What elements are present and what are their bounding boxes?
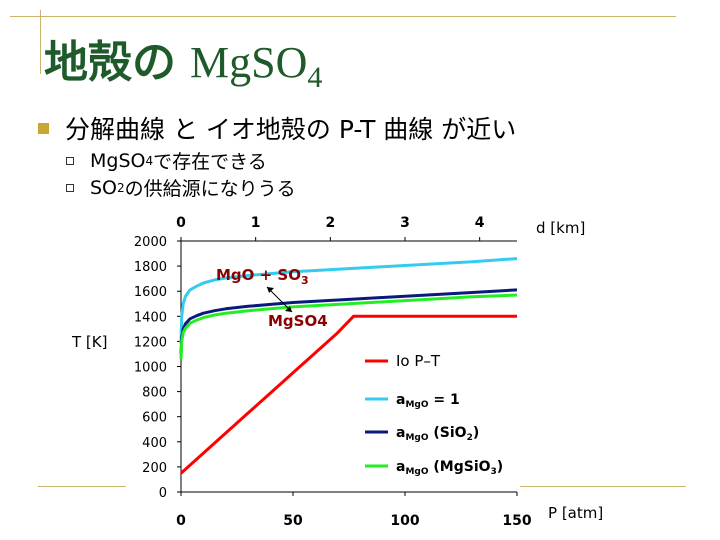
y-tick-label: 800 <box>142 386 167 401</box>
x2-tick-label: 2 <box>325 215 335 231</box>
x2-tick-label: 3 <box>400 215 410 231</box>
title-japanese: 地殻の <box>44 37 176 88</box>
legend-text: ) <box>497 459 503 475</box>
title-formula: MgSO4 <box>190 38 323 94</box>
x-tick-label: 0 <box>176 513 186 529</box>
annotation-arrowhead-down <box>285 306 292 312</box>
sub-bullet-2: SO 2 の供給源になりうる <box>66 174 296 201</box>
legend-text: (SiO <box>429 425 467 441</box>
legend-text: a <box>396 459 405 475</box>
series-line-1 <box>179 257 518 344</box>
y-tick-label: 2000 <box>134 235 167 250</box>
legend-text: a <box>396 425 405 441</box>
bottom-decoration-line-right <box>520 486 686 487</box>
legend-subscript: MgO <box>405 433 428 443</box>
slide-title: 地殻の MgSO4 <box>44 26 322 95</box>
x2-tick-label: 0 <box>176 215 186 231</box>
x2-axis-label: d [km] <box>536 219 585 237</box>
main-bullet-text: 分解曲線 と イオ地殻の P-T 曲線 が近い <box>65 115 517 144</box>
x-tick-label: 150 <box>502 513 531 529</box>
series-line-0 <box>179 314 517 475</box>
legend-entry-0: Io P–T <box>396 352 441 370</box>
legend-entry-2: aMgO (SiO2) <box>396 425 479 443</box>
hollow-square-bullet-icon <box>66 183 74 192</box>
hollow-square-bullet-icon <box>66 156 74 165</box>
annotation-arrow <box>266 286 293 313</box>
x-tick-label: 50 <box>283 513 303 529</box>
y-tick-label: 1200 <box>134 335 167 350</box>
series-line-3 <box>179 293 518 360</box>
main-bullet: 分解曲線 と イオ地殻の P-T 曲線 が近い <box>38 110 516 146</box>
legend-subscript: MgO <box>405 400 428 410</box>
legend-entry-3: aMgO (MgSiO3) <box>396 459 503 477</box>
legend-entry-1: aMgO = 1 <box>396 392 460 410</box>
annotation-subscript: 3 <box>301 274 309 287</box>
annotation-mgo-so3: MgO + SO3 <box>216 266 309 287</box>
y-tick-label: 1600 <box>134 285 167 300</box>
series-line-2 <box>179 288 518 354</box>
y-tick-label: 0 <box>159 486 167 501</box>
sub-bullet-1: MgSO 4 で存在できる <box>66 147 267 174</box>
y-tick-label: 400 <box>142 436 167 451</box>
legend-text: = 1 <box>429 392 460 408</box>
x2-tick-label: 1 <box>251 215 261 231</box>
y-tick-label: 600 <box>142 411 167 426</box>
left-decoration-line <box>40 10 41 74</box>
top-decoration-line <box>10 16 676 17</box>
annotation-mgso4: MgSO4 <box>268 312 328 330</box>
x-tick-label: 100 <box>390 513 419 529</box>
bottom-decoration-line-left <box>38 486 126 487</box>
legend-subscript: MgO <box>405 467 428 477</box>
legend-text: a <box>396 392 405 408</box>
square-bullet-icon <box>38 122 49 134</box>
legend-text: ) <box>473 425 479 441</box>
y-tick-label: 1800 <box>134 260 167 275</box>
x2-tick-label: 4 <box>475 215 485 231</box>
y-tick-label: 1400 <box>134 310 167 325</box>
y-tick-label: 200 <box>142 461 167 476</box>
x-axis-label: P [atm] <box>548 504 603 522</box>
annotation-arrowhead-up <box>267 287 274 293</box>
legend-subscript: 2 <box>467 433 473 443</box>
legend-subscript: 3 <box>491 467 497 477</box>
y-axis-label: T [K] <box>71 333 107 351</box>
legend-text: (MgSiO <box>429 459 491 475</box>
y-tick-label: 1000 <box>134 361 167 376</box>
